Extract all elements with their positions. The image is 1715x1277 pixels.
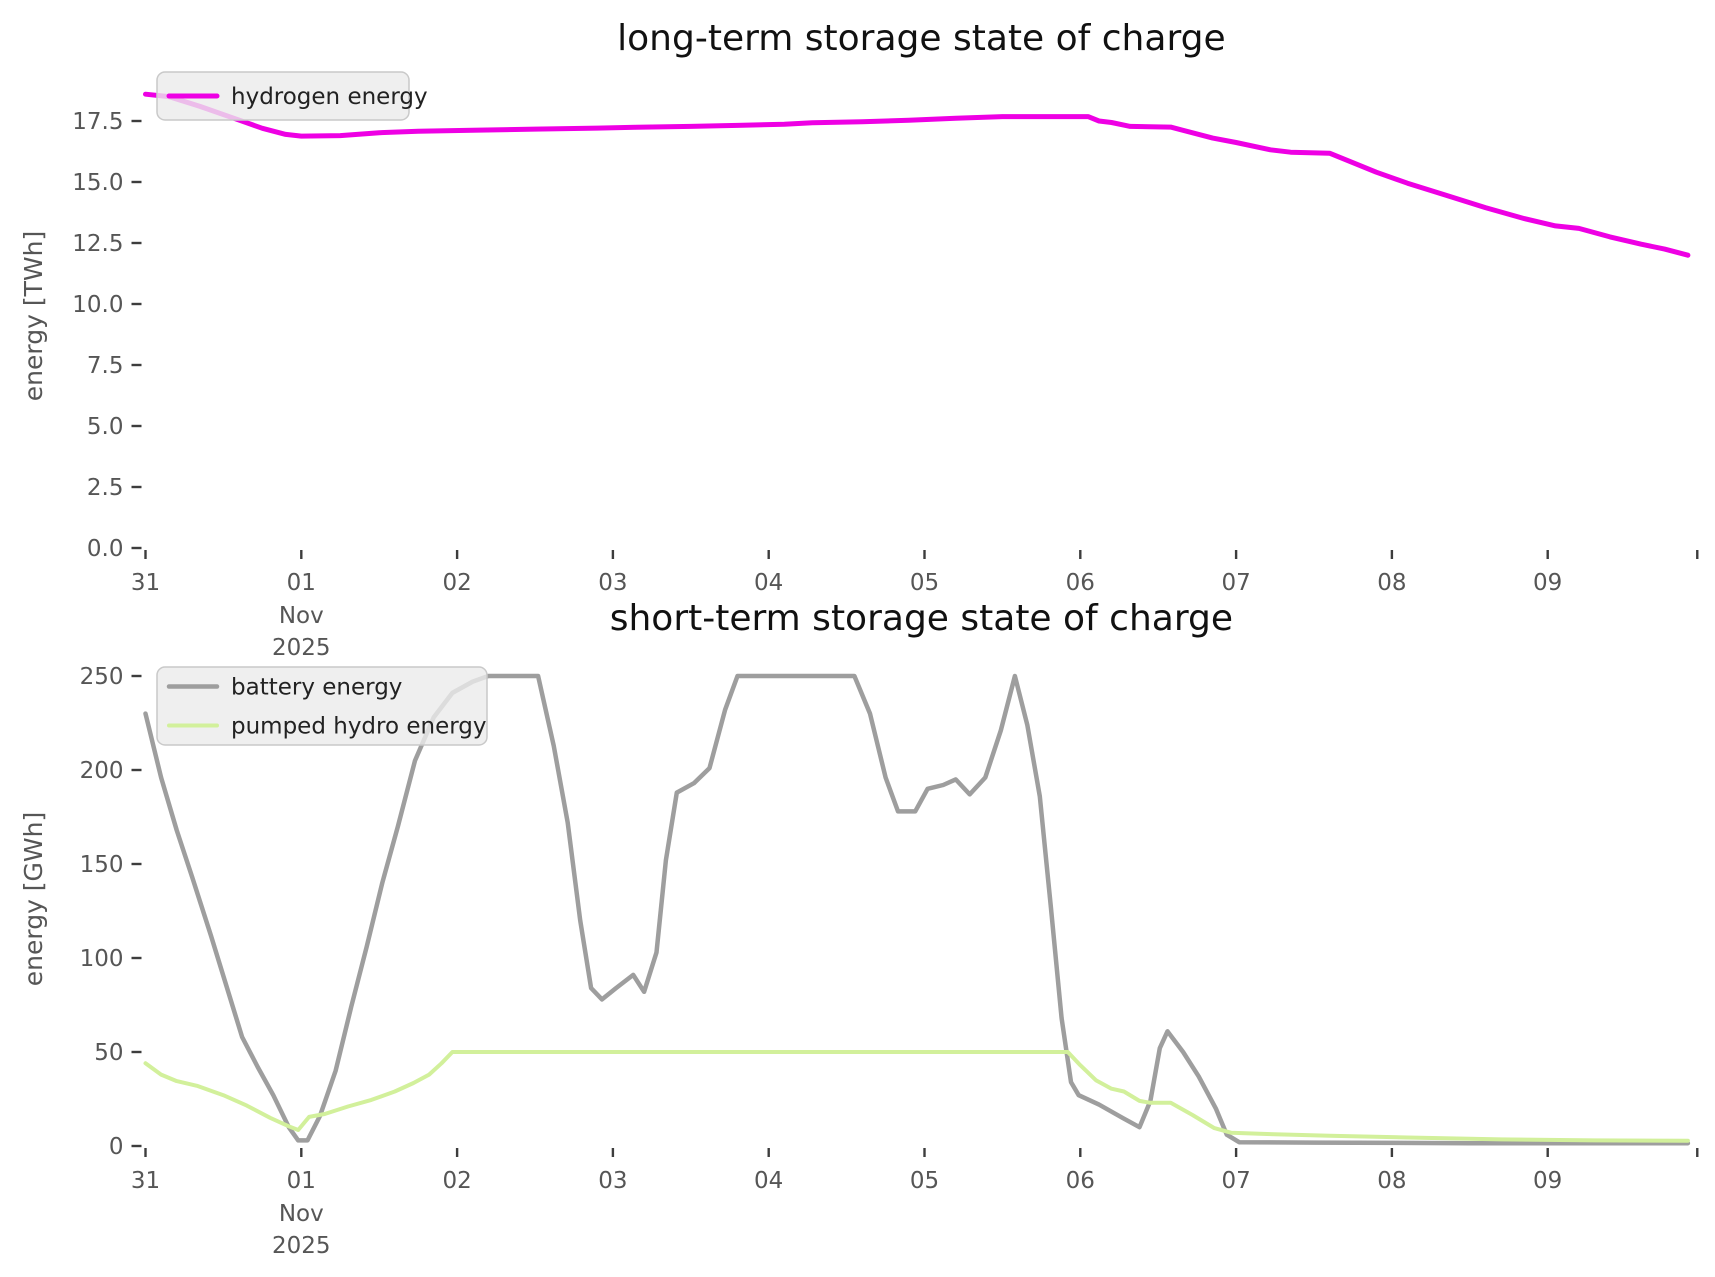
legend-box: [156, 71, 410, 121]
series-line-pumped-hydro-energy: [143, 1050, 1690, 1143]
x-tick-label: 06: [1066, 1168, 1095, 1194]
y-tick-label: 12.5: [72, 231, 123, 257]
x-tick-label: 07: [1221, 570, 1250, 596]
x-offset-label: 2025: [272, 635, 331, 661]
y-tick-label: 10.0: [72, 292, 123, 318]
x-tick-label: 01: [287, 1168, 316, 1194]
y-tick-label: 7.5: [87, 353, 124, 379]
legend-label: battery energy: [231, 675, 402, 701]
y-tick-label: 150: [80, 852, 124, 878]
x-tick-label: 04: [754, 570, 783, 596]
x-tick-label: 03: [598, 570, 627, 596]
y-axis-label: energy [GWh]: [19, 812, 48, 987]
legend-label: pumped hydro energy: [231, 714, 487, 740]
legend-label: hydrogen energy: [231, 84, 428, 110]
y-tick-label: 100: [80, 946, 124, 972]
y-axis-label: energy [TWh]: [19, 231, 48, 401]
x-tick-label: 02: [442, 1168, 471, 1194]
x-tick-label: 07: [1221, 1168, 1250, 1194]
x-tick-label: 08: [1377, 570, 1406, 596]
x-tick-label: 02: [442, 570, 471, 596]
x-tick-label: 31: [131, 570, 160, 596]
x-tick-label: 05: [910, 1168, 939, 1194]
chart-title: short-term storage state of charge: [610, 598, 1233, 639]
x-offset-label: Nov: [279, 603, 324, 629]
legend-box: [156, 666, 488, 746]
y-tick-label: 0: [109, 1134, 124, 1160]
x-tick-label: 09: [1533, 1168, 1562, 1194]
y-tick-label: 50: [94, 1040, 123, 1066]
series-line-battery-energy: [143, 673, 1691, 1146]
x-offset-label: Nov: [279, 1201, 324, 1227]
x-offset-label: 2025: [272, 1233, 331, 1259]
series-line-hydrogen-energy: [143, 91, 1691, 258]
y-tick-label: 200: [80, 758, 124, 784]
x-tick-label: 31: [131, 1168, 160, 1194]
y-tick-label: 17.5: [72, 109, 123, 135]
chart-title: long-term storage state of charge: [617, 18, 1225, 59]
x-tick-label: 04: [754, 1168, 783, 1194]
y-tick-label: 5.0: [87, 414, 124, 440]
y-tick-label: 250: [80, 664, 124, 690]
x-tick-label: 03: [598, 1168, 627, 1194]
x-tick-label: 01: [287, 570, 316, 596]
y-tick-label: 15.0: [72, 170, 123, 196]
y-tick-label: 2.5: [87, 475, 124, 501]
x-tick-label: 06: [1066, 570, 1095, 596]
x-tick-label: 09: [1533, 570, 1562, 596]
x-tick-label: 08: [1377, 1168, 1406, 1194]
y-tick-label: 0.0: [87, 536, 124, 562]
x-tick-label: 05: [910, 570, 939, 596]
